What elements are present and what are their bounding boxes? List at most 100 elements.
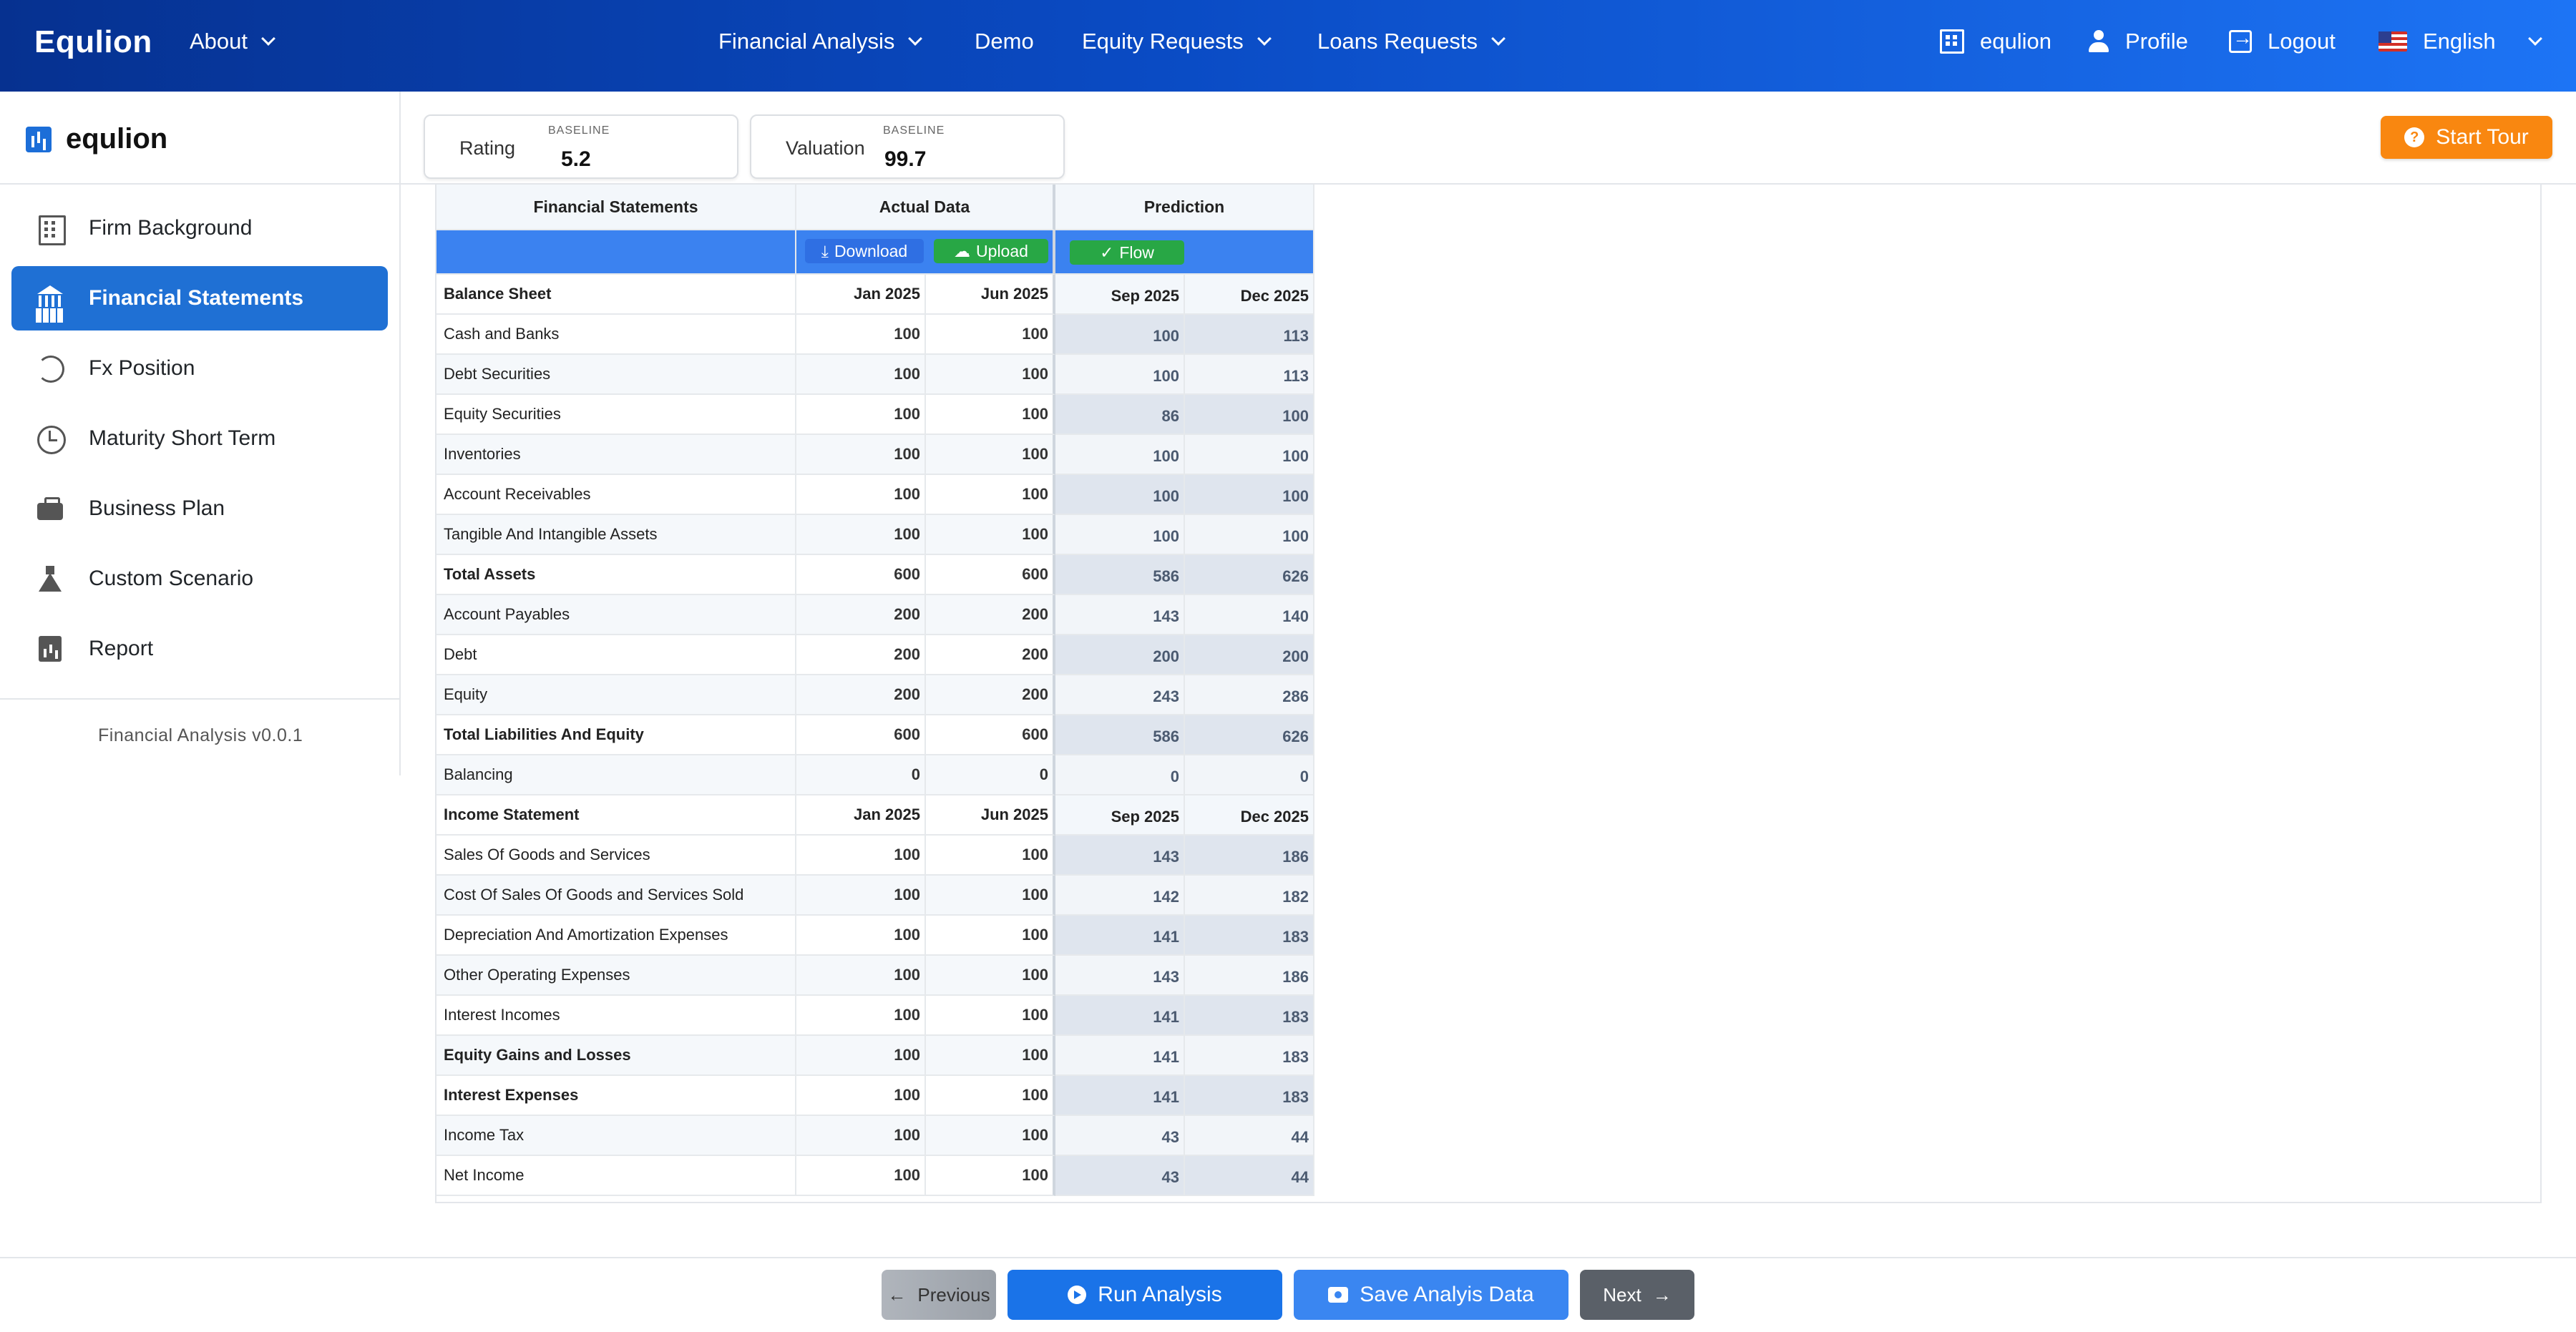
period-header: Jan 2025: [796, 275, 926, 315]
sidebar-item-label: Maturity Short Term: [89, 426, 276, 450]
brand-logo[interactable]: Equlion: [34, 24, 152, 60]
report-chart-icon: [36, 635, 64, 663]
valuation-label: Valuation: [786, 137, 865, 159]
prediction-value: 100: [1055, 475, 1185, 515]
rating-value: 5.2: [561, 147, 591, 171]
nav-profile[interactable]: Profile: [2088, 29, 2188, 54]
actual-value: 100: [926, 1116, 1055, 1156]
actual-value: 200: [796, 635, 926, 675]
nav-about[interactable]: About: [190, 29, 275, 54]
top-navbar: Equlion About Financial Analysis Demo Eq…: [0, 0, 2576, 92]
sidebar-item-financial-statements[interactable]: Financial Statements: [11, 266, 388, 330]
actual-value: 100: [926, 315, 1055, 355]
actual-value: 100: [926, 395, 1055, 435]
valuation-card: Valuation BASELINE 99.7: [750, 114, 1065, 179]
prediction-value: 0: [1055, 755, 1185, 795]
prediction-value: 626: [1185, 555, 1314, 595]
nav-financial-analysis[interactable]: Financial Analysis: [718, 29, 923, 54]
nav-demo[interactable]: Demo: [975, 29, 1034, 54]
actual-value: 100: [796, 1076, 926, 1116]
building-icon: [36, 214, 66, 245]
sidebar-item-report[interactable]: Report: [11, 617, 388, 681]
prediction-value: 100: [1055, 355, 1185, 395]
nav-loans-requests[interactable]: Loans Requests: [1317, 29, 1506, 54]
prediction-value: 183: [1185, 1076, 1314, 1116]
chevron-down-icon: [2527, 31, 2542, 46]
prediction-value: 113: [1185, 355, 1314, 395]
language-selector[interactable]: English: [2379, 29, 2542, 54]
flow-label: Flow: [1119, 243, 1154, 262]
footer-divider: [0, 1257, 2576, 1258]
briefcase-icon: [36, 494, 64, 523]
period-header: Dec 2025: [1185, 275, 1314, 315]
nav-financial-analysis-label: Financial Analysis: [718, 29, 895, 54]
sidebar-item-firm-background[interactable]: Firm Background: [11, 196, 388, 260]
next-label: Next: [1603, 1283, 1641, 1306]
actual-value: 200: [926, 595, 1055, 635]
sidebar-item-label: Financial Statements: [89, 286, 304, 310]
run-analysis-button[interactable]: Run Analysis: [1008, 1270, 1282, 1320]
currency-exchange-icon: [36, 354, 64, 383]
sidebar-item-fx-position[interactable]: Fx Position: [11, 336, 388, 401]
actual-value: 100: [926, 836, 1055, 876]
building-icon: [1940, 29, 1964, 54]
financial-statements-table: Financial Statements Actual Data Predict…: [435, 185, 2542, 1203]
actual-value: 100: [796, 1036, 926, 1076]
nav-about-label: About: [190, 29, 248, 54]
actual-value: 100: [796, 515, 926, 555]
divider: [0, 183, 399, 185]
sidebar-item-label: Report: [89, 637, 154, 660]
start-tour-button[interactable]: ? Start Tour: [2381, 116, 2552, 159]
rating-card: Rating BASELINE 5.2: [424, 114, 738, 179]
brand-name: Equlion: [34, 24, 152, 59]
sidebar-brand[interactable]: equlion: [26, 123, 167, 155]
download-label: Download: [834, 241, 908, 260]
actual-value: 600: [926, 715, 1055, 755]
actual-value: 100: [926, 1156, 1055, 1196]
actual-value: 200: [926, 675, 1055, 715]
actual-value: 600: [796, 715, 926, 755]
period-header: Sep 2025: [1055, 275, 1185, 315]
nav-equity-requests[interactable]: Equity Requests: [1082, 29, 1272, 54]
download-button[interactable]: ⤓ Download: [805, 239, 924, 263]
actual-value: 100: [796, 876, 926, 916]
next-button[interactable]: Next →: [1580, 1270, 1694, 1320]
row-label: Tangible And Intangible Assets: [436, 515, 796, 555]
actual-value: 100: [796, 435, 926, 475]
chevron-down-icon: [261, 31, 275, 46]
previous-button[interactable]: ← Previous: [882, 1270, 996, 1320]
clock-icon: [36, 424, 66, 454]
row-label: Sales Of Goods and Services: [436, 836, 796, 876]
nav-profile-label: Profile: [2125, 29, 2188, 54]
header-actual-data: Actual Data: [796, 185, 1055, 230]
us-flag-icon: [2379, 31, 2407, 52]
upload-label: Upload: [976, 241, 1028, 260]
prediction-value: 43: [1055, 1156, 1185, 1196]
flask-icon: [36, 564, 64, 593]
row-label: Total Assets: [436, 555, 796, 595]
actual-value: 100: [926, 435, 1055, 475]
row-label: Cost Of Sales Of Goods and Services Sold: [436, 876, 796, 916]
chevron-down-icon: [908, 31, 923, 46]
prediction-value: 100: [1185, 435, 1314, 475]
nav-organization-label: equlion: [1980, 29, 2051, 54]
save-analysis-button[interactable]: Save Analyis Data: [1294, 1270, 1568, 1320]
row-label: Equity Securities: [436, 395, 796, 435]
upload-button[interactable]: ☁ Upload: [934, 239, 1048, 263]
sidebar-item-business-plan[interactable]: Business Plan: [11, 476, 388, 541]
flow-button[interactable]: ✓ Flow: [1070, 240, 1184, 265]
row-label: Interest Incomes: [436, 996, 796, 1036]
actual-value: 100: [796, 395, 926, 435]
nav-organization[interactable]: equlion: [1940, 29, 2051, 54]
actual-value: 100: [926, 956, 1055, 996]
section-title: Income Statement: [436, 795, 796, 836]
row-label: Equity Gains and Losses: [436, 1036, 796, 1076]
nav-logout[interactable]: Logout: [2229, 26, 2336, 54]
valuation-value: 99.7: [884, 147, 927, 171]
sidebar-item-maturity-short-term[interactable]: Maturity Short Term: [11, 406, 388, 471]
prediction-toolbar: ✓ Flow: [1055, 230, 1314, 275]
valuation-baseline-caption: BASELINE: [883, 124, 945, 137]
sidebar-item-custom-scenario[interactable]: Custom Scenario: [11, 547, 388, 611]
nav-logout-label: Logout: [2268, 29, 2336, 54]
